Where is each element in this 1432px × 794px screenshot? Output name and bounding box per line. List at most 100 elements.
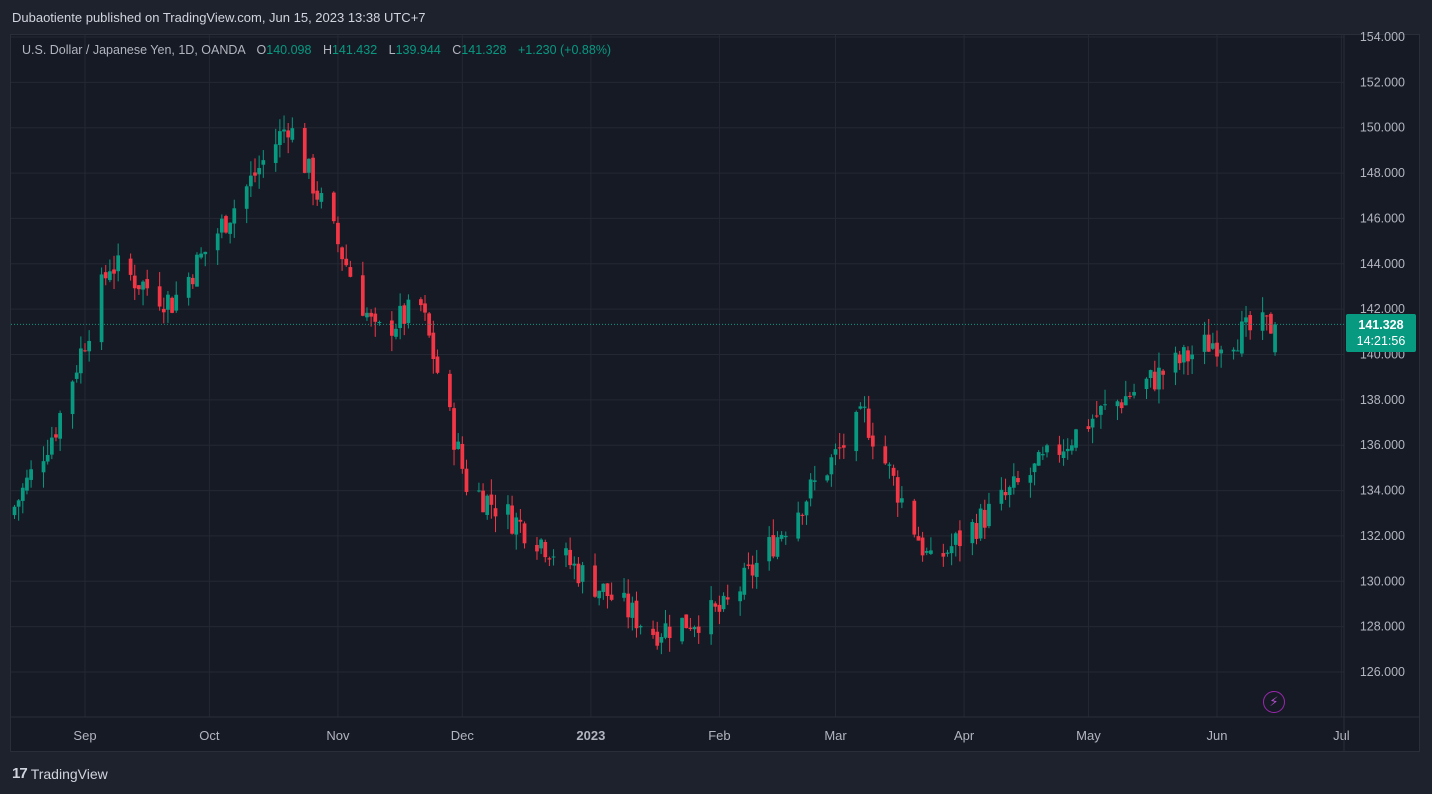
high-label: H bbox=[322, 43, 332, 57]
candle-body bbox=[128, 258, 133, 275]
y-tick-label: 128.000 bbox=[1360, 620, 1405, 634]
candle-body bbox=[999, 489, 1004, 504]
lightning-icon[interactable]: ⚡ bbox=[1263, 691, 1285, 713]
candle-body bbox=[1235, 350, 1240, 352]
candle-body bbox=[1057, 444, 1062, 455]
y-tick-label: 142.000 bbox=[1360, 302, 1405, 316]
candle-body bbox=[373, 313, 378, 322]
candle-body bbox=[1099, 405, 1103, 415]
candle-body bbox=[518, 519, 523, 522]
bar-countdown: 14:21:56 bbox=[1356, 334, 1406, 348]
candle-body bbox=[112, 269, 116, 274]
candle-body bbox=[244, 186, 249, 209]
candle-body bbox=[1269, 313, 1273, 334]
candle-body bbox=[1202, 334, 1207, 352]
candle-body bbox=[377, 322, 382, 324]
candle-body bbox=[663, 623, 668, 638]
x-tick-label: Oct bbox=[199, 728, 220, 743]
candle-body bbox=[912, 500, 917, 535]
candle-body bbox=[248, 175, 253, 187]
y-tick-label: 154.000 bbox=[1360, 30, 1405, 44]
candle-body bbox=[336, 222, 340, 245]
candle-body bbox=[1115, 401, 1120, 407]
candle-body bbox=[464, 468, 469, 492]
candle-body bbox=[1003, 491, 1008, 496]
y-tick-label: 144.000 bbox=[1360, 257, 1405, 271]
close-label: C bbox=[452, 43, 462, 57]
candle-body bbox=[978, 508, 983, 539]
candle-body bbox=[228, 222, 232, 234]
candle-body bbox=[348, 267, 353, 277]
candle-body bbox=[597, 590, 602, 599]
candle-body bbox=[286, 130, 291, 138]
candle-body bbox=[1036, 452, 1041, 466]
y-tick-label: 134.000 bbox=[1360, 484, 1405, 498]
candle-body bbox=[543, 541, 548, 558]
candle-body bbox=[394, 328, 398, 337]
candle-body bbox=[141, 281, 145, 290]
candle-body bbox=[290, 128, 295, 140]
candle-body bbox=[224, 216, 228, 233]
candle-body bbox=[1148, 370, 1153, 379]
candle-body bbox=[253, 172, 257, 176]
candle-body bbox=[489, 494, 494, 505]
y-tick-label: 150.000 bbox=[1360, 121, 1405, 135]
x-tick-label: Dec bbox=[451, 728, 475, 743]
change-value: +1.230 (+0.88%) bbox=[517, 43, 612, 57]
tradingview-brand[interactable]: 17 TradingView bbox=[12, 765, 108, 782]
candle-body bbox=[514, 517, 519, 535]
candle-body bbox=[1161, 370, 1165, 375]
candle-body bbox=[535, 544, 539, 552]
candle-body bbox=[74, 372, 79, 379]
candle-body bbox=[684, 614, 689, 629]
candle-body bbox=[866, 408, 871, 438]
candle-body bbox=[721, 595, 726, 610]
candle-body bbox=[232, 208, 237, 224]
candle-body bbox=[945, 552, 950, 554]
candle-body bbox=[427, 313, 432, 336]
candle-body bbox=[1240, 321, 1244, 354]
candle-body bbox=[929, 550, 933, 554]
ohlc-legend: U.S. Dollar / Japanese Yen, 1D, OANDA O1… bbox=[22, 43, 611, 57]
y-tick-label: 130.000 bbox=[1360, 574, 1405, 588]
candle-body bbox=[1007, 487, 1012, 496]
close-value: 141.328 bbox=[461, 43, 507, 57]
candle-body bbox=[45, 454, 50, 462]
candle-body bbox=[1032, 463, 1037, 473]
candle-body bbox=[970, 521, 975, 544]
candle-body bbox=[812, 480, 817, 482]
candle-body bbox=[157, 286, 162, 307]
candle-body bbox=[775, 537, 780, 557]
candle-body bbox=[841, 445, 846, 448]
candle-body bbox=[572, 563, 577, 566]
candle-body bbox=[41, 461, 46, 473]
candle-body bbox=[369, 312, 373, 317]
candle-body bbox=[522, 523, 527, 544]
candle-body bbox=[1244, 317, 1248, 323]
candle-body bbox=[481, 490, 485, 513]
candle-body bbox=[448, 373, 452, 408]
candle-body bbox=[539, 539, 543, 549]
candle-body bbox=[116, 255, 121, 272]
x-tick-label: Mar bbox=[824, 728, 847, 743]
candle-body bbox=[800, 514, 805, 516]
candle-body bbox=[634, 600, 639, 629]
candle-body bbox=[783, 535, 788, 538]
publish-bar: Dubaotiente published on TradingView.com… bbox=[0, 0, 1432, 34]
low-label: L bbox=[388, 43, 396, 57]
candle-body bbox=[593, 565, 597, 597]
candle-body bbox=[883, 446, 888, 464]
candle-body bbox=[862, 406, 867, 408]
candle-body bbox=[750, 564, 755, 576]
chart-area[interactable] bbox=[10, 34, 1420, 752]
candle-body bbox=[1206, 334, 1211, 352]
candle-body bbox=[302, 127, 307, 173]
x-tick-label: Feb bbox=[708, 728, 730, 743]
candle-body bbox=[1123, 396, 1128, 406]
candle-body bbox=[70, 381, 75, 415]
low-value: 139.944 bbox=[395, 43, 441, 57]
candle-body bbox=[895, 477, 900, 503]
candle-body bbox=[1040, 454, 1045, 456]
candle-body bbox=[257, 168, 262, 175]
